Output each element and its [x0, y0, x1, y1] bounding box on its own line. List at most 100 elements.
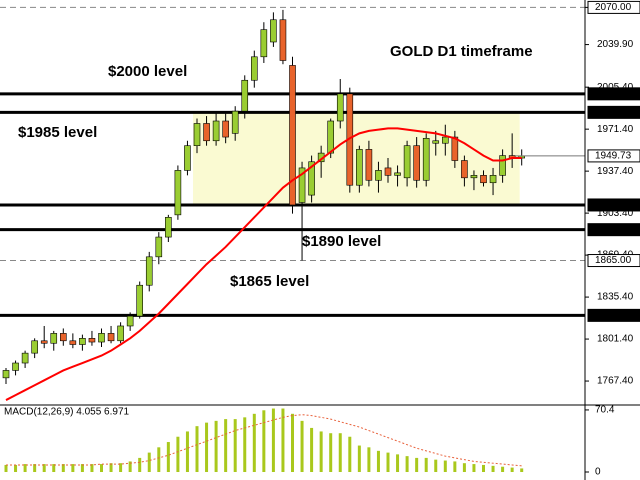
- macd-bar: [434, 459, 438, 473]
- level-label: 1865.00: [595, 255, 632, 266]
- macd-bar: [147, 452, 151, 473]
- macd-bar: [80, 464, 84, 473]
- candle-body: [480, 175, 487, 184]
- candle-body: [279, 19, 287, 61]
- candle-body: [31, 340, 38, 354]
- candle-body: [2, 370, 10, 379]
- y-tick-label: 1971.40: [597, 124, 634, 135]
- candle-body: [270, 19, 277, 43]
- macd-bar: [348, 436, 352, 473]
- candle-body: [260, 29, 268, 58]
- candle-body: [203, 123, 210, 142]
- candle-body: [184, 145, 191, 171]
- candle-body: [117, 325, 124, 342]
- candle-body: [126, 315, 134, 327]
- candle-body: [451, 136, 459, 161]
- macd-bar: [195, 426, 199, 473]
- level-label: 1910.00: [595, 200, 632, 211]
- macd-bar: [271, 408, 275, 473]
- macd-bar: [243, 417, 247, 473]
- last-price-label: 1949.73: [595, 151, 632, 162]
- candle-body: [88, 338, 96, 343]
- candle-body: [461, 160, 468, 179]
- candle-body: [499, 155, 506, 176]
- candle-body: [327, 120, 335, 154]
- level-label-box: [587, 105, 640, 119]
- annotation: $2000 level: [108, 63, 187, 80]
- macd-bar: [319, 431, 323, 473]
- macd-bar: [281, 408, 285, 473]
- macd-bar: [185, 431, 189, 473]
- candle-body: [231, 110, 239, 134]
- y-tick-label: 1801.40: [597, 334, 634, 345]
- macd-bar: [376, 450, 380, 473]
- annotation: $1890 level: [302, 233, 381, 250]
- level-label-box: [587, 223, 640, 237]
- macd-bar: [291, 413, 294, 473]
- macd-bar: [357, 445, 361, 473]
- macd-bar: [4, 464, 8, 473]
- candle-body: [422, 137, 430, 181]
- candle-body: [356, 149, 363, 186]
- macd-bar: [338, 433, 342, 473]
- macd-bar: [482, 464, 485, 473]
- y-tick-label: 1937.40: [597, 166, 634, 177]
- macd-bar: [90, 464, 94, 473]
- candle-body: [12, 362, 19, 371]
- y-tick-label: 2005.40: [597, 82, 634, 93]
- macd-bar: [405, 456, 409, 473]
- candle-body: [107, 333, 115, 342]
- macd-bar: [386, 452, 390, 473]
- macd-bar: [119, 463, 123, 473]
- candle-body: [193, 123, 201, 147]
- macd-bar: [71, 464, 75, 473]
- candle-body: [384, 167, 392, 176]
- macd-bar: [367, 447, 371, 473]
- candle-body: [59, 333, 67, 342]
- moving-average: [5, 127, 522, 401]
- macd-bar: [61, 464, 65, 473]
- macd-bar: [453, 461, 457, 473]
- candle-body: [289, 65, 296, 206]
- macd-bar: [472, 464, 476, 473]
- y-tick-label: 0: [595, 467, 601, 478]
- candle-body: [21, 352, 29, 364]
- macd-bar: [424, 457, 428, 473]
- level-label-box: [587, 198, 640, 212]
- y-tick-label: 1767.40: [597, 376, 634, 387]
- candle-body: [413, 145, 420, 181]
- macd-bar: [310, 427, 314, 473]
- macd-bar: [329, 433, 333, 473]
- candle-body: [165, 217, 172, 238]
- level-label-box: [587, 0, 640, 14]
- candle-body: [365, 149, 373, 181]
- candle-body: [155, 236, 163, 258]
- macd-bar: [42, 464, 46, 473]
- macd-bar: [33, 464, 37, 473]
- macd-panel: 70.4 0 MACD(12,26,9) 4.055 6.971: [4, 405, 615, 478]
- macd-bar: [415, 457, 419, 473]
- macd-bar: [23, 464, 27, 473]
- candle-body: [145, 256, 153, 286]
- macd-bar: [262, 410, 266, 473]
- candle-body: [470, 175, 478, 179]
- candle-body: [394, 172, 401, 176]
- y-tick-label: 1835.40: [597, 292, 634, 303]
- macd-bar: [501, 466, 505, 473]
- candle-body: [251, 56, 258, 81]
- macd-bar: [214, 420, 218, 473]
- level-label-box: [587, 254, 640, 268]
- candle-body: [40, 340, 48, 344]
- macd-bar: [443, 460, 447, 473]
- candle-body: [241, 79, 249, 112]
- macd-bar: [491, 465, 495, 473]
- candle-body: [136, 284, 143, 317]
- annotation: $1985 level: [18, 124, 97, 141]
- macd-bar: [252, 413, 256, 473]
- level-label-box: [587, 308, 640, 322]
- annotation: $1865 level: [230, 273, 309, 290]
- candle-body: [308, 161, 315, 196]
- macd-bar: [176, 436, 180, 473]
